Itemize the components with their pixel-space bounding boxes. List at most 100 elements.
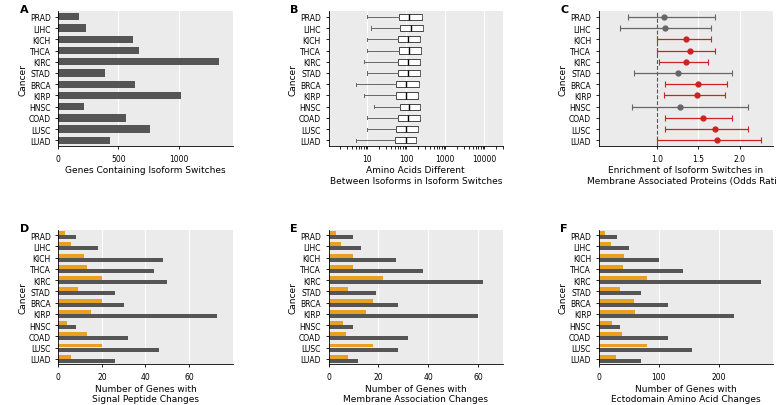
Bar [58, 137, 110, 145]
Y-axis label: Cancer: Cancer [288, 64, 298, 95]
X-axis label: Amino Acids Different
Between Isoforms in Isoform Switches: Amino Acids Different Between Isoforms i… [329, 166, 502, 185]
Bar [58, 303, 124, 307]
PathPatch shape [396, 93, 418, 99]
Bar [599, 299, 633, 303]
Bar [58, 59, 219, 66]
Y-axis label: Cancer: Cancer [18, 64, 27, 95]
Bar [58, 344, 102, 347]
Bar [329, 281, 483, 284]
Bar [58, 36, 133, 44]
Bar [58, 247, 97, 251]
Bar [599, 355, 615, 359]
PathPatch shape [395, 138, 416, 144]
Bar [329, 355, 348, 359]
X-axis label: Number of Genes with
Ectodomain Amino Acid Changes: Number of Genes with Ectodomain Amino Ac… [611, 384, 761, 403]
Bar [58, 348, 159, 352]
Text: E: E [290, 223, 298, 233]
PathPatch shape [398, 71, 420, 77]
PathPatch shape [398, 115, 420, 122]
Bar [58, 93, 181, 100]
Text: D: D [20, 223, 30, 233]
Bar [599, 344, 647, 347]
Bar [329, 265, 354, 269]
Bar [599, 359, 641, 363]
Bar [329, 269, 423, 273]
PathPatch shape [398, 37, 420, 43]
Bar [329, 232, 336, 236]
Bar [58, 26, 86, 33]
Bar [599, 292, 641, 296]
Text: B: B [290, 5, 298, 15]
PathPatch shape [398, 60, 420, 66]
Bar [599, 236, 617, 240]
Bar [329, 292, 376, 296]
Bar [58, 281, 167, 284]
Bar [329, 254, 354, 258]
Bar [599, 247, 629, 251]
PathPatch shape [400, 104, 420, 111]
PathPatch shape [396, 82, 419, 88]
Bar [599, 265, 623, 269]
Bar [599, 325, 620, 329]
Bar [599, 288, 620, 292]
X-axis label: Enrichment of Isoform Switches in
Membrane Associated Proteins (Odds Ratio): Enrichment of Isoform Switches in Membra… [587, 166, 777, 185]
Y-axis label: Cancer: Cancer [559, 281, 568, 313]
Bar [58, 115, 126, 122]
PathPatch shape [399, 48, 421, 54]
Bar [599, 333, 622, 337]
Bar [599, 258, 659, 262]
PathPatch shape [400, 26, 423, 32]
Bar [329, 337, 408, 341]
Bar [329, 303, 399, 307]
Bar [58, 269, 154, 273]
Bar [329, 243, 341, 247]
Bar [58, 314, 218, 318]
Bar [329, 325, 354, 329]
Bar [58, 299, 102, 303]
Bar [599, 321, 612, 325]
Bar [329, 333, 346, 337]
Bar [599, 277, 647, 280]
Bar [58, 243, 71, 247]
Bar [58, 288, 78, 292]
Bar [58, 14, 78, 21]
Bar [58, 337, 128, 341]
Bar [329, 321, 343, 325]
Bar [329, 359, 358, 363]
X-axis label: Genes Containing Isoform Switches: Genes Containing Isoform Switches [65, 166, 226, 175]
Text: C: C [560, 5, 569, 15]
Y-axis label: Cancer: Cancer [288, 281, 298, 313]
Bar [329, 288, 348, 292]
Bar [58, 81, 135, 89]
Bar [599, 232, 605, 236]
Bar [599, 254, 624, 258]
Y-axis label: Cancer: Cancer [18, 281, 27, 313]
Bar [599, 269, 683, 273]
Bar [599, 310, 635, 314]
Bar [58, 292, 115, 296]
Bar [329, 310, 366, 314]
Bar [58, 126, 150, 134]
PathPatch shape [396, 127, 418, 133]
Bar [58, 265, 86, 269]
Bar [58, 104, 83, 111]
Bar [58, 277, 102, 280]
Bar [58, 48, 139, 55]
Bar [329, 299, 374, 303]
Bar [599, 243, 611, 247]
Bar [599, 337, 668, 341]
Text: A: A [20, 5, 29, 15]
Bar [329, 314, 478, 318]
Bar [58, 258, 163, 262]
Bar [599, 281, 761, 284]
Bar [58, 70, 105, 77]
Bar [329, 236, 354, 240]
Bar [329, 247, 361, 251]
Bar [329, 277, 383, 280]
Bar [329, 344, 374, 347]
Bar [58, 321, 67, 325]
Bar [58, 359, 115, 363]
PathPatch shape [399, 15, 422, 21]
Text: F: F [560, 223, 568, 233]
Bar [599, 303, 668, 307]
